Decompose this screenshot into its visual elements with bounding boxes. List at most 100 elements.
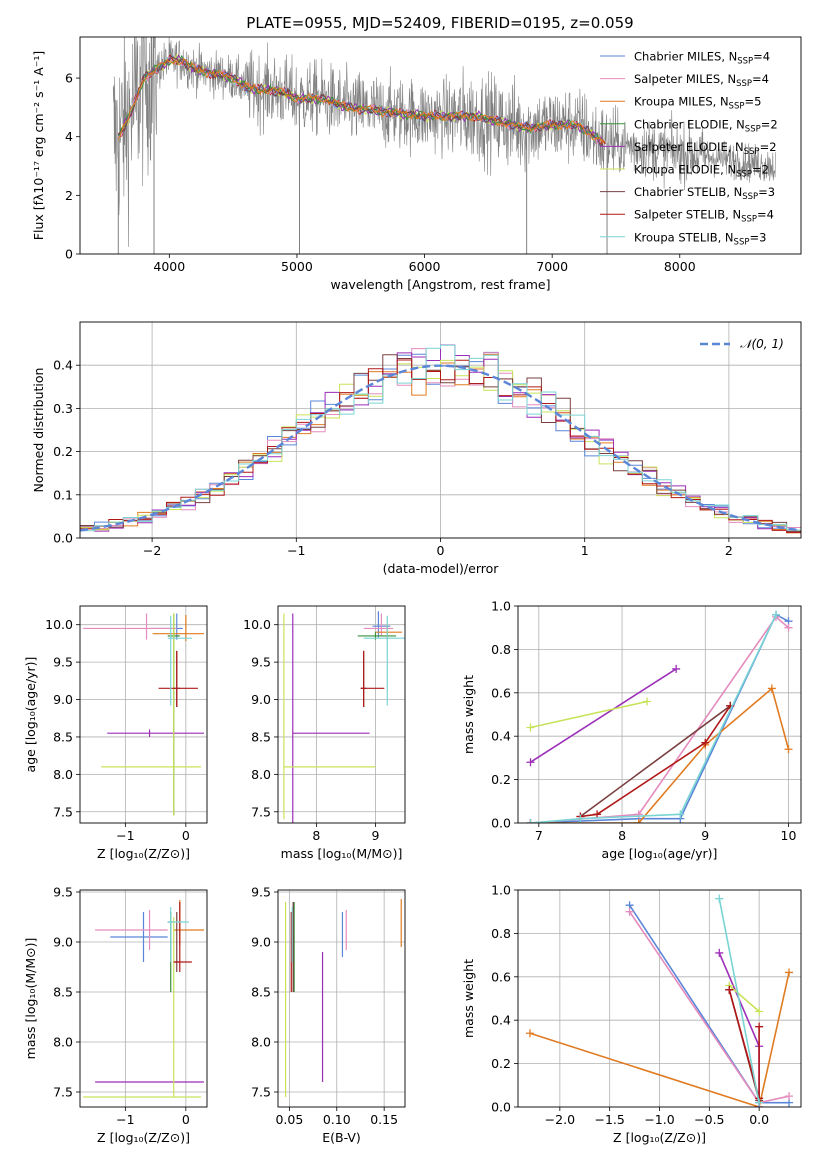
legend-sub: SSP xyxy=(729,102,745,112)
weight-line-1 xyxy=(530,615,790,823)
panel-age-vs-Z: −1 0 7.5 8.0 8.5 9.0 9.5 10.0 Z [log₁₀(Z/Z⊙)] age… xyxy=(23,605,208,861)
y-tick-label: 6 xyxy=(65,71,73,86)
weight-line-4 xyxy=(718,952,760,1107)
weight-line-8 xyxy=(530,614,777,823)
grid xyxy=(518,606,801,823)
x-tick-label: 6000 xyxy=(409,259,441,274)
y-tick-label: 0.0 xyxy=(491,1100,511,1115)
y-tick-label: 0 xyxy=(65,247,73,262)
y-axis-label: mass weight xyxy=(461,959,476,1038)
observed-spectrum xyxy=(112,37,776,247)
gaussian-curve xyxy=(80,364,799,532)
grid xyxy=(80,890,207,1107)
y-tick-label: 0.4 xyxy=(53,358,73,373)
x-tick-label: 0.15 xyxy=(370,1112,398,1127)
y-tick-label: 7.5 xyxy=(251,804,271,819)
weight-marker-8 xyxy=(526,819,535,823)
weight-line-8 xyxy=(718,898,760,1103)
y-tick-label: 8.0 xyxy=(251,1035,271,1050)
weight-line-5 xyxy=(728,984,760,1013)
weight-marker-4 xyxy=(526,758,535,767)
y-tick-label: 9.5 xyxy=(53,655,73,670)
x-tick-label: 5000 xyxy=(281,259,313,274)
y-tick-label: 1.0 xyxy=(491,883,511,898)
x-tick-label: 0.05 xyxy=(275,1112,303,1127)
plot-area xyxy=(278,606,405,823)
y-tick-label: 8.5 xyxy=(251,729,271,744)
weight-line-4 xyxy=(530,668,677,763)
weight-line-7 xyxy=(580,705,731,818)
y-tick-label: 0.0 xyxy=(53,531,73,546)
legend-n: =2 xyxy=(761,117,778,131)
y-tick-label: 0.2 xyxy=(53,444,73,459)
y-tick-label: 7.5 xyxy=(53,804,73,819)
axes-frame xyxy=(79,889,208,1108)
model-fit-3 xyxy=(118,54,604,142)
y-tick-label: 10.0 xyxy=(243,617,271,632)
weight-marker-5 xyxy=(755,1007,764,1016)
legend-n: =2 xyxy=(752,163,769,177)
plot-area xyxy=(80,890,207,1107)
y-tick-label: 2 xyxy=(65,188,73,203)
legend-entry-0: Chabrier MILES, NSSP=4 xyxy=(634,50,770,67)
weight-marker-2 xyxy=(784,745,793,754)
x-tick-label: −2 xyxy=(143,543,161,558)
x-axis-label: wavelength [Angstrom, rest frame] xyxy=(330,277,550,292)
weight-marker-8 xyxy=(772,610,781,619)
x-tick-label: 7 xyxy=(535,828,543,843)
legend-sub: SSP xyxy=(734,237,750,247)
x-tick-label: 8000 xyxy=(664,259,696,274)
weight-marker-2 xyxy=(767,684,776,693)
x-tick-label: 4000 xyxy=(153,259,185,274)
weight-marker-4 xyxy=(672,664,681,673)
x-tick-label: 8 xyxy=(312,828,320,843)
x-tick-label: 2 xyxy=(725,543,733,558)
weight-marker-2 xyxy=(525,1029,534,1038)
x-axis-label: Z [log₁₀(Z/Z⊙)] xyxy=(97,846,190,861)
y-tick-label: 8.0 xyxy=(53,1035,73,1050)
legend-entry-7: Salpeter STELIB, NSSP=4 xyxy=(634,208,774,225)
legend-n: =2 xyxy=(760,140,777,154)
y-tick-label: 9.0 xyxy=(53,935,73,950)
model-fit-2 xyxy=(117,58,606,144)
y-tick-label: 0.1 xyxy=(53,487,73,502)
x-tick-label: −1 xyxy=(116,1112,134,1127)
weight-marker-1 xyxy=(625,907,634,916)
axes-frame xyxy=(79,321,802,539)
weight-marker-2 xyxy=(785,968,794,977)
x-tick-label: 1 xyxy=(581,543,589,558)
grid xyxy=(278,890,405,1107)
legend-entry-4: Salpeter ELODIE, NSSP=2 xyxy=(634,140,777,157)
x-axis-label: Z [log₁₀(Z/Z⊙)] xyxy=(97,1130,190,1145)
legend-sub: SSP xyxy=(741,215,757,225)
panel-mass-weight-vs-age: 7 8 9 10 0.0 0.2 0.4 0.6 0.8 1.0 age [log₁₀(age/yr… xyxy=(461,599,802,861)
plot-area xyxy=(80,322,801,538)
legend-sub: SSP xyxy=(744,147,760,157)
x-tick-label: 0.10 xyxy=(323,1112,351,1127)
plot-area xyxy=(518,606,801,823)
x-tick-label: −1 xyxy=(287,543,305,558)
weight-line-2 xyxy=(530,687,790,823)
y-axis-label: Flux [fλ10⁻¹⁷ erg cm⁻² s⁻¹ A⁻¹] xyxy=(31,51,46,240)
axes-frame xyxy=(517,605,802,824)
y-tick-label: 9.0 xyxy=(53,692,73,707)
y-tick-label: 0.8 xyxy=(491,642,511,657)
weight-marker-8 xyxy=(755,1098,764,1107)
plot-area xyxy=(80,606,207,823)
legend-entry-5: Kroupa ELODIE, NSSP=2 xyxy=(634,163,769,180)
x-tick-label: −1.5 xyxy=(594,1112,624,1127)
x-tick-label: −2.0 xyxy=(545,1112,575,1127)
x-tick-label: 0 xyxy=(182,1112,190,1127)
legend-n: =3 xyxy=(758,185,775,199)
legend-entry-1: Salpeter MILES, NSSP=4 xyxy=(634,72,769,89)
y-tick-label: 8.0 xyxy=(53,767,73,782)
panel-spectrum: 4000 5000 6000 7000 8000 0 2 4 6 wavelength [Angs… xyxy=(31,36,802,292)
legend-n: =5 xyxy=(744,95,761,109)
y-axis-label: mass [log₁₀(M/M⊙)] xyxy=(23,938,38,1060)
x-tick-label: 0 xyxy=(182,828,190,843)
weight-marker-7 xyxy=(725,985,734,994)
y-tick-label: 8.5 xyxy=(251,985,271,1000)
y-tick-label: 0.6 xyxy=(491,685,511,700)
y-tick-label: 9.5 xyxy=(251,885,271,900)
